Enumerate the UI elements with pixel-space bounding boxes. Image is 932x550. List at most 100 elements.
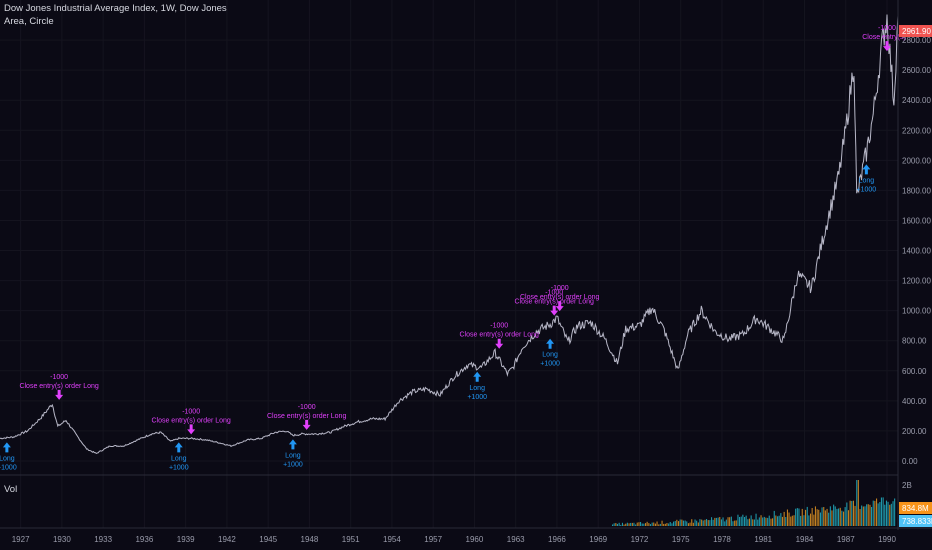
- volume-bar: [646, 521, 648, 526]
- volume-bar: [819, 512, 821, 526]
- volume-bar: [884, 504, 886, 526]
- volume-badge-value: 738.833M: [902, 517, 932, 526]
- volume-bar: [859, 509, 861, 526]
- volume-bar: [666, 523, 668, 526]
- volume-bar: [824, 510, 826, 526]
- volume-bar: [674, 521, 676, 526]
- volume-bar: [767, 517, 769, 526]
- volume-bar: [684, 520, 686, 526]
- exit-qty: -1000: [298, 404, 316, 411]
- volume-bar: [861, 505, 863, 526]
- long-entry-qty: +1000: [540, 361, 560, 368]
- volume-bar: [697, 522, 699, 526]
- price-axis[interactable]: 0.00 200.00 400.00 600.00 800.00 1000.00 1200.…: [902, 36, 931, 466]
- volume-bar: [755, 513, 757, 526]
- volume-bar: [694, 519, 696, 526]
- volume-bar: [833, 504, 835, 526]
- volume-bar: [643, 523, 645, 526]
- volume-bar: [814, 506, 816, 526]
- volume-bar: [869, 504, 871, 526]
- grid: [0, 0, 898, 528]
- volume-bar: [805, 509, 807, 526]
- y-tick-label: 2200.00: [902, 126, 931, 135]
- volume-bar: [678, 521, 680, 526]
- volume-bar: [852, 500, 854, 526]
- volume-bar: [739, 517, 741, 526]
- volume-pane-label[interactable]: Vol: [4, 484, 18, 495]
- volume-bar: [880, 497, 882, 526]
- volume-bar: [821, 507, 823, 526]
- volume-bar: [659, 523, 661, 526]
- volume-bar: [734, 520, 736, 526]
- y-tick-label: 2800.00: [902, 36, 931, 45]
- y-tick-label: 1600.00: [902, 216, 931, 225]
- volume-bar: [679, 519, 681, 526]
- y-tick-label: 1000.00: [902, 307, 931, 316]
- volume-bar: [631, 522, 633, 526]
- volume-bar: [876, 498, 878, 526]
- volume-bar: [661, 520, 663, 526]
- volume-bar: [630, 522, 632, 526]
- volume-bar: [834, 506, 836, 526]
- x-tick-label: 1969: [589, 535, 607, 544]
- volume-bar: [866, 504, 868, 526]
- long-entry-label: Long: [0, 455, 15, 462]
- volume-bar: [826, 508, 828, 526]
- volume-bar: [613, 523, 615, 526]
- y-tick-label: 400.00: [902, 397, 927, 406]
- exit-arrow-icon: [187, 424, 196, 435]
- volume-axis-label: 2B: [902, 481, 912, 490]
- indicator-label[interactable]: Area, Circle: [4, 16, 54, 27]
- volume-bar: [838, 508, 840, 526]
- volume-bar: [730, 516, 732, 526]
- volume-bar: [841, 510, 843, 526]
- volume-bar: [712, 519, 714, 526]
- volume-bar: [727, 517, 729, 526]
- time-axis[interactable]: 1927 1930 1933 1936 1939 1942 1945 1948 1951 1954…: [12, 535, 897, 544]
- x-tick-label: 1954: [383, 535, 401, 544]
- volume-bar: [890, 503, 892, 526]
- volume-bars: [612, 480, 896, 526]
- volume-bar: [864, 506, 866, 526]
- volume-bar: [831, 510, 833, 526]
- volume-bar: [808, 515, 810, 526]
- volume-bar: [810, 513, 812, 526]
- long-entry-label: Long: [171, 455, 187, 462]
- exit-qty: -1000: [490, 323, 508, 330]
- volume-bar: [681, 519, 683, 526]
- volume-bar: [748, 518, 750, 526]
- long-entry-label: Long: [285, 452, 301, 459]
- volume-bar: [640, 522, 642, 526]
- volume-bar: [618, 522, 620, 526]
- exit-qty: -1000: [50, 374, 68, 381]
- volume-bar: [722, 517, 724, 526]
- volume-bar: [707, 520, 709, 526]
- volume-bar: [671, 523, 673, 526]
- volume-bar: [796, 508, 798, 526]
- x-tick-label: 1948: [301, 535, 319, 544]
- volume-bar: [783, 511, 785, 526]
- volume-bar: [633, 522, 635, 526]
- x-tick-label: 1933: [94, 535, 112, 544]
- volume-bar: [874, 500, 876, 526]
- volume-bar: [701, 519, 703, 526]
- volume-bar: [775, 515, 777, 526]
- y-tick-label: 0.00: [902, 457, 918, 466]
- volume-bar: [649, 524, 651, 526]
- volume-bar: [795, 508, 797, 526]
- volume-bar: [725, 519, 727, 526]
- y-tick-label: 2400.00: [902, 96, 931, 105]
- volume-bar: [664, 523, 666, 526]
- volume-bar: [770, 518, 772, 526]
- volume-bar: [757, 519, 759, 526]
- volume-bar: [778, 515, 780, 526]
- volume-badge-value: 834.8M: [902, 504, 929, 513]
- volume-bar: [682, 520, 684, 526]
- x-tick-label: 1960: [466, 535, 484, 544]
- x-tick-label: 1984: [796, 535, 814, 544]
- volume-bar: [872, 500, 874, 526]
- volume-bar: [653, 522, 655, 526]
- long-entry-arrow-icon: [473, 371, 482, 382]
- volume-bar: [790, 516, 792, 526]
